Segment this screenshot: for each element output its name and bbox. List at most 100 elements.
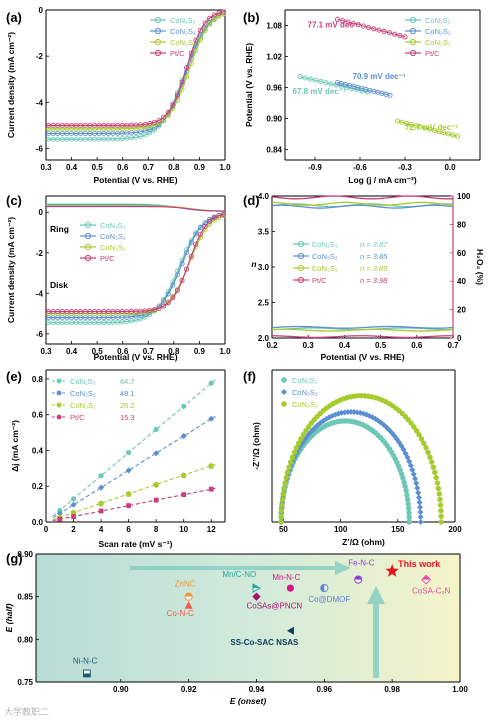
legend-entry: CoN₃S₁ <box>100 243 126 252</box>
legend-marker <box>154 38 162 46</box>
x-tick-label: 0.3 <box>40 163 52 172</box>
x-tick-label: 0.5 <box>92 347 104 356</box>
data-point <box>345 19 351 25</box>
data-point <box>69 309 75 315</box>
data-point <box>413 480 420 487</box>
data-point <box>283 474 289 481</box>
data-point <box>110 136 116 142</box>
data-point <box>46 309 52 315</box>
tafel-slope-label: 77.1 mV dec⁻¹ <box>308 21 361 30</box>
data-point <box>110 126 116 132</box>
data-point <box>291 449 298 456</box>
data-point <box>165 291 171 297</box>
data-point <box>96 136 102 142</box>
y-axis-label: Potential (V vs. RHE) <box>244 43 254 127</box>
data-point <box>59 130 65 136</box>
y-tick-label: 0.85 <box>17 593 33 602</box>
data-point <box>73 309 79 315</box>
data-point <box>414 484 421 491</box>
legend-entry: Pt/C <box>100 254 115 263</box>
data-point <box>165 300 171 306</box>
data-point <box>188 50 194 56</box>
data-point <box>450 132 456 138</box>
data-point <box>50 130 56 136</box>
data-point <box>405 505 412 512</box>
data-point <box>161 303 167 309</box>
data-point <box>69 130 75 136</box>
x-axis-label: Potential (V vs. RHE) <box>93 175 177 185</box>
legend-marker <box>409 38 417 46</box>
data-point <box>417 519 424 525</box>
x-tick-label: 6 <box>126 525 131 534</box>
data-point <box>402 483 408 490</box>
data-point <box>197 37 203 43</box>
data-point <box>59 320 65 326</box>
data-point <box>437 502 444 508</box>
panel-g: 0.90 0.92 0.94 0.96 0.98 1.00 0.75 0.80 0.85 0.90… <box>4 550 468 706</box>
data-point <box>281 485 287 492</box>
data-point <box>207 218 213 224</box>
ring-current-line <box>46 205 226 212</box>
data-point <box>433 474 439 481</box>
legend-entry: CoN₂S₂ <box>312 252 338 261</box>
fit-line <box>52 463 216 521</box>
slope-value-label: 48.1 <box>120 389 135 398</box>
x-axis-label: Potential (V vs. RHE) <box>93 352 177 362</box>
data-point <box>425 449 431 456</box>
data-point <box>216 13 222 19</box>
data-point <box>289 454 296 460</box>
data-point <box>78 309 84 315</box>
data-point <box>50 126 56 132</box>
data-point <box>355 22 361 28</box>
data-point <box>124 314 130 320</box>
y-tick-label: 4.0 <box>258 192 270 201</box>
h2o2-yield-line <box>271 325 454 329</box>
data-point <box>202 28 208 34</box>
data-point <box>46 130 52 136</box>
data-point <box>413 123 419 129</box>
data-point <box>436 129 442 135</box>
panel-label: (f) <box>243 369 256 384</box>
legend-marker <box>297 264 305 272</box>
data-point <box>184 65 190 71</box>
fit-line <box>299 76 368 93</box>
point-label: SS-Co-SAC NSAS <box>230 638 299 647</box>
legend-marker <box>297 276 305 284</box>
x-tick-label: 150 <box>391 525 405 534</box>
trend-arrow-vertical <box>367 586 385 678</box>
point-label: Ni-N-C <box>73 656 98 665</box>
data-point-fill <box>252 584 260 589</box>
data-point <box>188 253 194 259</box>
x-tick-label: 0.96 <box>317 685 333 694</box>
data-point <box>179 79 185 85</box>
data-point <box>188 61 194 67</box>
legend-entry: CoN₁S₃ <box>170 16 196 25</box>
data-point <box>429 459 435 465</box>
data-point <box>64 130 70 136</box>
data-point <box>128 122 134 128</box>
data-point <box>119 319 125 325</box>
data-point <box>454 133 461 139</box>
data-point <box>288 459 294 465</box>
y-axis-label: Current density (mA cm⁻²) <box>6 32 16 138</box>
data-point <box>404 496 411 503</box>
data-point <box>282 480 288 486</box>
data-point <box>124 135 130 141</box>
data-point <box>46 320 52 326</box>
panel-label: (a) <box>6 10 22 25</box>
data-point <box>128 135 134 141</box>
data-point <box>208 415 215 422</box>
point-label: Fe-N-C <box>348 559 374 568</box>
data-point <box>438 519 444 525</box>
data-point <box>193 37 199 43</box>
data-point <box>411 424 417 430</box>
data-point <box>92 130 98 136</box>
data-point <box>404 120 410 127</box>
data-point <box>64 309 70 315</box>
data-point <box>193 231 199 237</box>
data-point <box>142 308 148 314</box>
data-point <box>151 307 157 313</box>
data-point <box>417 514 424 521</box>
data-point <box>278 513 284 520</box>
data-point <box>133 313 139 319</box>
